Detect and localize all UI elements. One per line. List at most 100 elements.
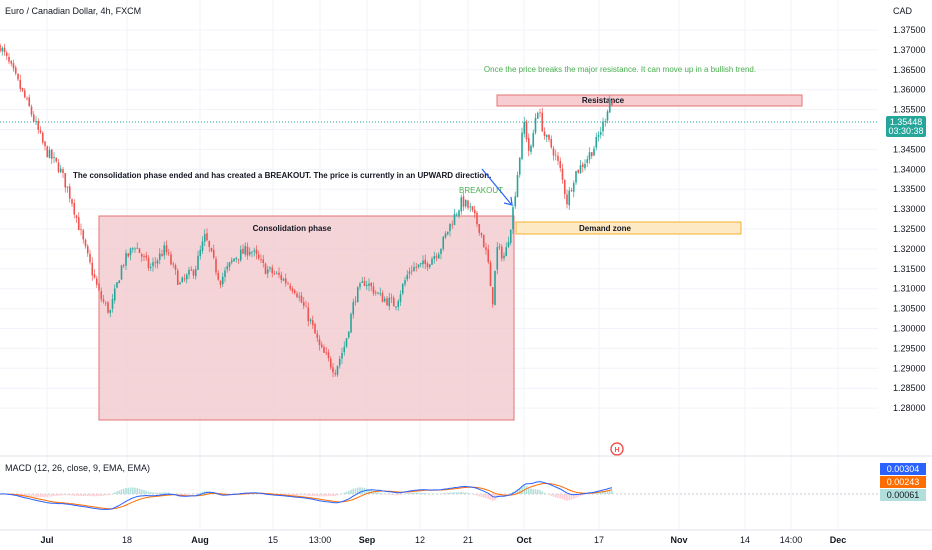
candle (17, 73, 19, 81)
macd-histogram-bar (413, 492, 415, 494)
candle (192, 268, 195, 279)
macd-histogram-bar (552, 494, 555, 497)
candle (478, 223, 481, 236)
macd-histogram-bar (419, 492, 422, 494)
candle (138, 248, 141, 254)
candle (469, 202, 472, 212)
price-tick-label: 1.30500 (893, 304, 926, 314)
candle (242, 244, 244, 254)
price-tick-label: 1.34000 (893, 164, 926, 174)
candle (489, 260, 492, 287)
candle (109, 309, 112, 318)
macd-histogram-bar (516, 489, 519, 494)
candle (145, 251, 148, 261)
macd-histogram-bar (581, 494, 584, 496)
candle (314, 322, 316, 334)
macd-histogram-bar (557, 494, 559, 499)
candle (14, 65, 17, 76)
last-price-value: 1.35448 (890, 117, 923, 127)
price-tick-label: 1.29000 (893, 363, 926, 373)
candle (147, 255, 150, 271)
macd-histogram-bar (595, 492, 598, 494)
macd-histogram-bar (62, 494, 64, 496)
candle (122, 263, 125, 269)
macd-histogram-bar (170, 493, 172, 494)
candle (80, 223, 82, 236)
candle (431, 256, 433, 265)
breakout-label: BREAKOUT (459, 186, 503, 195)
macd-histogram-bar (314, 494, 316, 497)
macd-histogram-bar (55, 494, 58, 496)
macd-line-value: 0.00243 (887, 477, 920, 487)
candle (397, 299, 400, 311)
price-axis[interactable]: 1.375001.370001.365001.360001.355001.350… (893, 25, 926, 413)
macd-histogram-bar (563, 494, 566, 500)
macd-histogram-bar (131, 487, 134, 494)
price-tick-label: 1.31000 (893, 284, 926, 294)
candle (293, 288, 296, 295)
candle (111, 293, 114, 313)
macd-histogram-bar (181, 494, 184, 496)
candle (167, 248, 170, 257)
candle (154, 256, 157, 268)
candle (118, 279, 121, 284)
candle (170, 251, 172, 266)
currency-label: CAD (893, 6, 913, 16)
candle (514, 191, 517, 209)
candle (64, 173, 67, 193)
candle (179, 281, 181, 286)
macd-histogram-bar (541, 491, 544, 494)
candle (485, 242, 487, 255)
candle (395, 306, 397, 311)
candle (127, 253, 130, 258)
candle (482, 234, 485, 248)
candle (275, 271, 278, 275)
candle (248, 247, 251, 257)
time-axis[interactable]: Jul 18 Aug 15 13:00 Sep 12 21 Oct 17 Nov 14 14:00 Dec (40, 535, 846, 545)
candle (30, 104, 33, 117)
candle (365, 280, 368, 290)
macd-histogram-bar (356, 487, 359, 494)
candle (32, 111, 35, 123)
candle (273, 270, 276, 276)
macd-histogram-bar (584, 494, 586, 495)
macd-histogram-bar (347, 490, 350, 494)
candle (197, 250, 199, 271)
candle (611, 99, 613, 107)
candle (296, 291, 298, 299)
macd-histogram-bar (302, 494, 305, 496)
candle (28, 94, 31, 108)
candle (509, 229, 512, 246)
macd-histogram-bar (255, 493, 258, 494)
macd-histogram-bar (478, 494, 481, 497)
candle (356, 286, 359, 303)
candle (68, 183, 71, 203)
candle (534, 113, 537, 135)
macd-histogram-bar (35, 494, 37, 498)
candle (246, 242, 249, 260)
candle (442, 235, 445, 252)
candle (527, 133, 530, 157)
candle (570, 187, 573, 193)
candle (507, 236, 510, 248)
price-tick-label: 1.34500 (893, 144, 926, 154)
time-tick-label: Oct (516, 535, 531, 545)
earnings-flag-icon[interactable]: H (610, 442, 624, 456)
macd-histogram-bar (536, 489, 539, 494)
macd-histogram-bar (368, 489, 370, 494)
candle (473, 205, 476, 219)
macd-histogram-bar (458, 492, 460, 494)
candle (59, 164, 62, 174)
macd-histogram-bar (575, 494, 577, 498)
macd-histogram-bar (89, 494, 91, 497)
resistance-zone (496, 94, 803, 107)
price-tick-label: 1.36500 (893, 65, 926, 75)
macd-histogram-bar (91, 494, 94, 497)
macd-histogram-bar (532, 489, 535, 494)
candle (1, 46, 4, 56)
macd-histogram-bar (289, 494, 292, 496)
macd-histogram-bar (570, 494, 573, 500)
macd-histogram-bar (100, 494, 103, 497)
time-tick-label: Sep (359, 535, 376, 545)
